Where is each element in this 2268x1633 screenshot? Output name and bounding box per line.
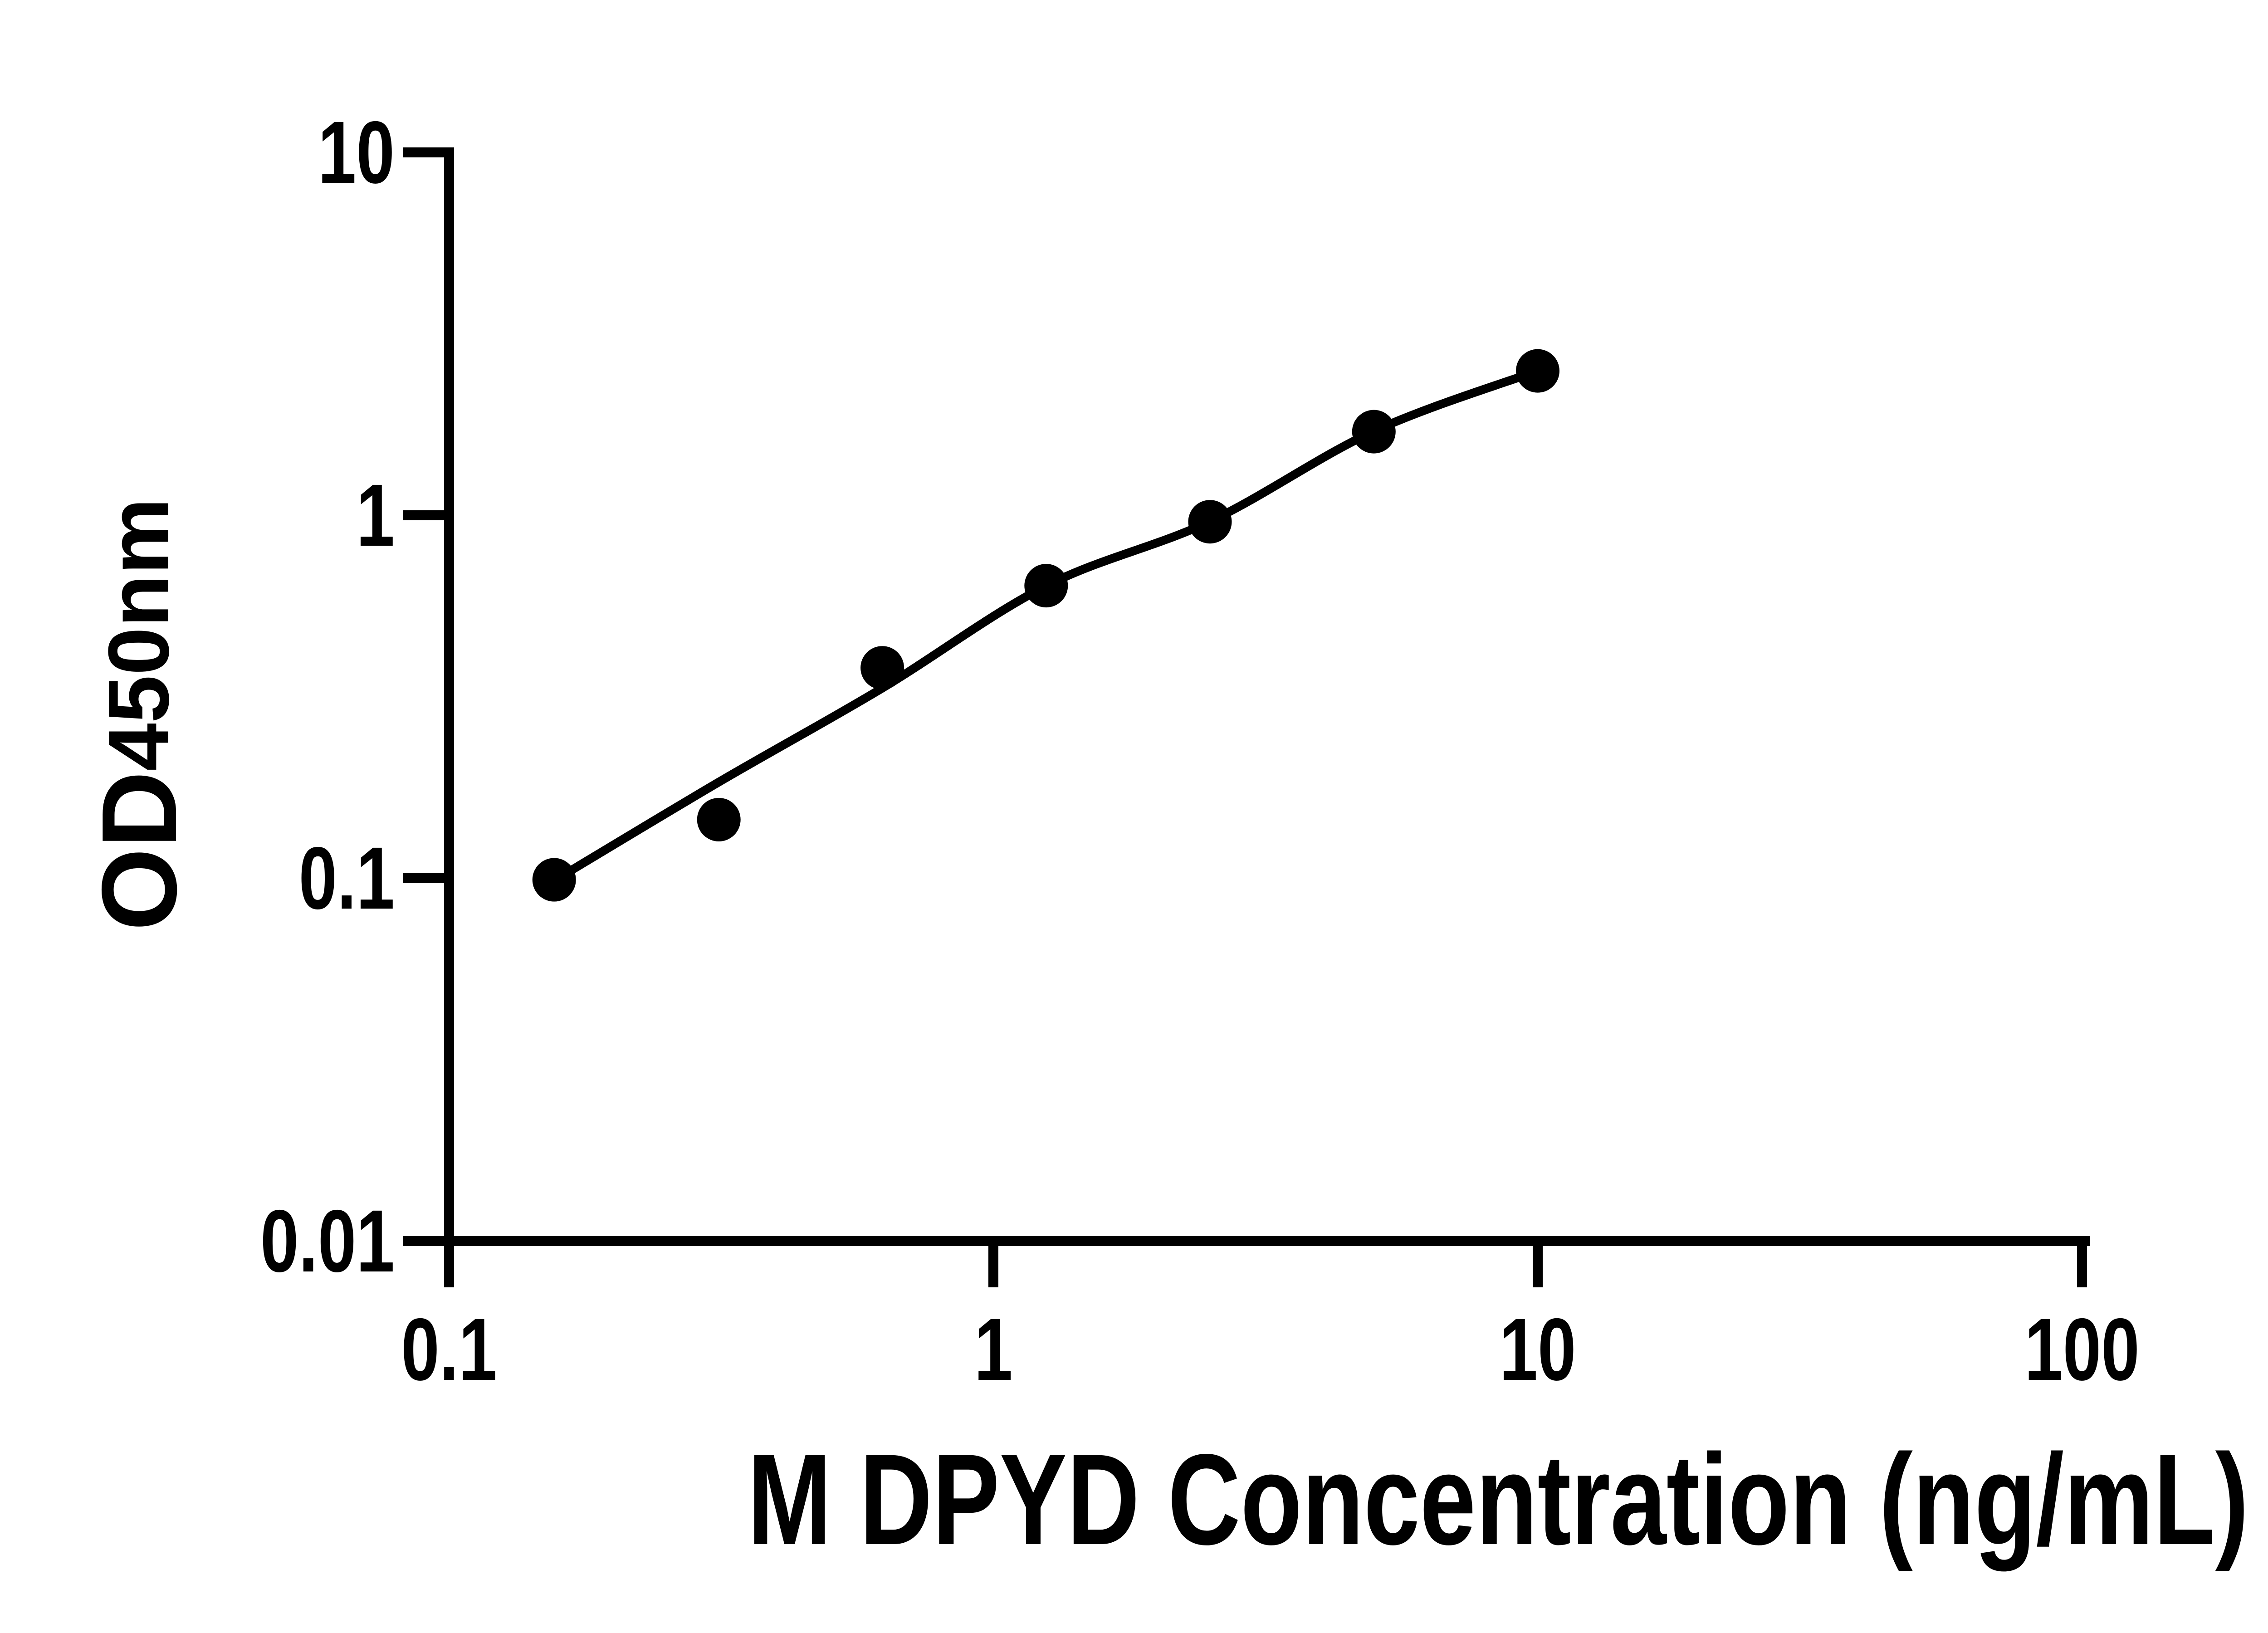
- fit-curve: [550, 367, 1542, 885]
- x-tick-label: 100: [2024, 1300, 2140, 1399]
- data-point: [532, 858, 576, 902]
- y-tick-label: 0.01: [260, 1192, 395, 1291]
- data-point: [1516, 349, 1559, 393]
- y-tick-label: 10: [318, 103, 395, 202]
- data-point: [1188, 500, 1232, 544]
- x-tick-label: 0.1: [401, 1300, 497, 1399]
- x-tick-label: 1: [974, 1300, 1013, 1399]
- data-point: [860, 646, 904, 690]
- data-point: [697, 797, 741, 841]
- data-point: [1352, 410, 1396, 454]
- y-axis-title-subscript: 450nm: [91, 498, 187, 771]
- y-tick-label: 1: [356, 466, 395, 565]
- y-axis-title-main: OD: [79, 771, 199, 931]
- y-tick-label: 0.1: [298, 829, 395, 928]
- x-axis-title: M DPYD Concentration (ng/mL): [748, 1428, 2249, 1572]
- x-tick-label: 10: [1499, 1300, 1576, 1399]
- data-point: [1024, 564, 1068, 608]
